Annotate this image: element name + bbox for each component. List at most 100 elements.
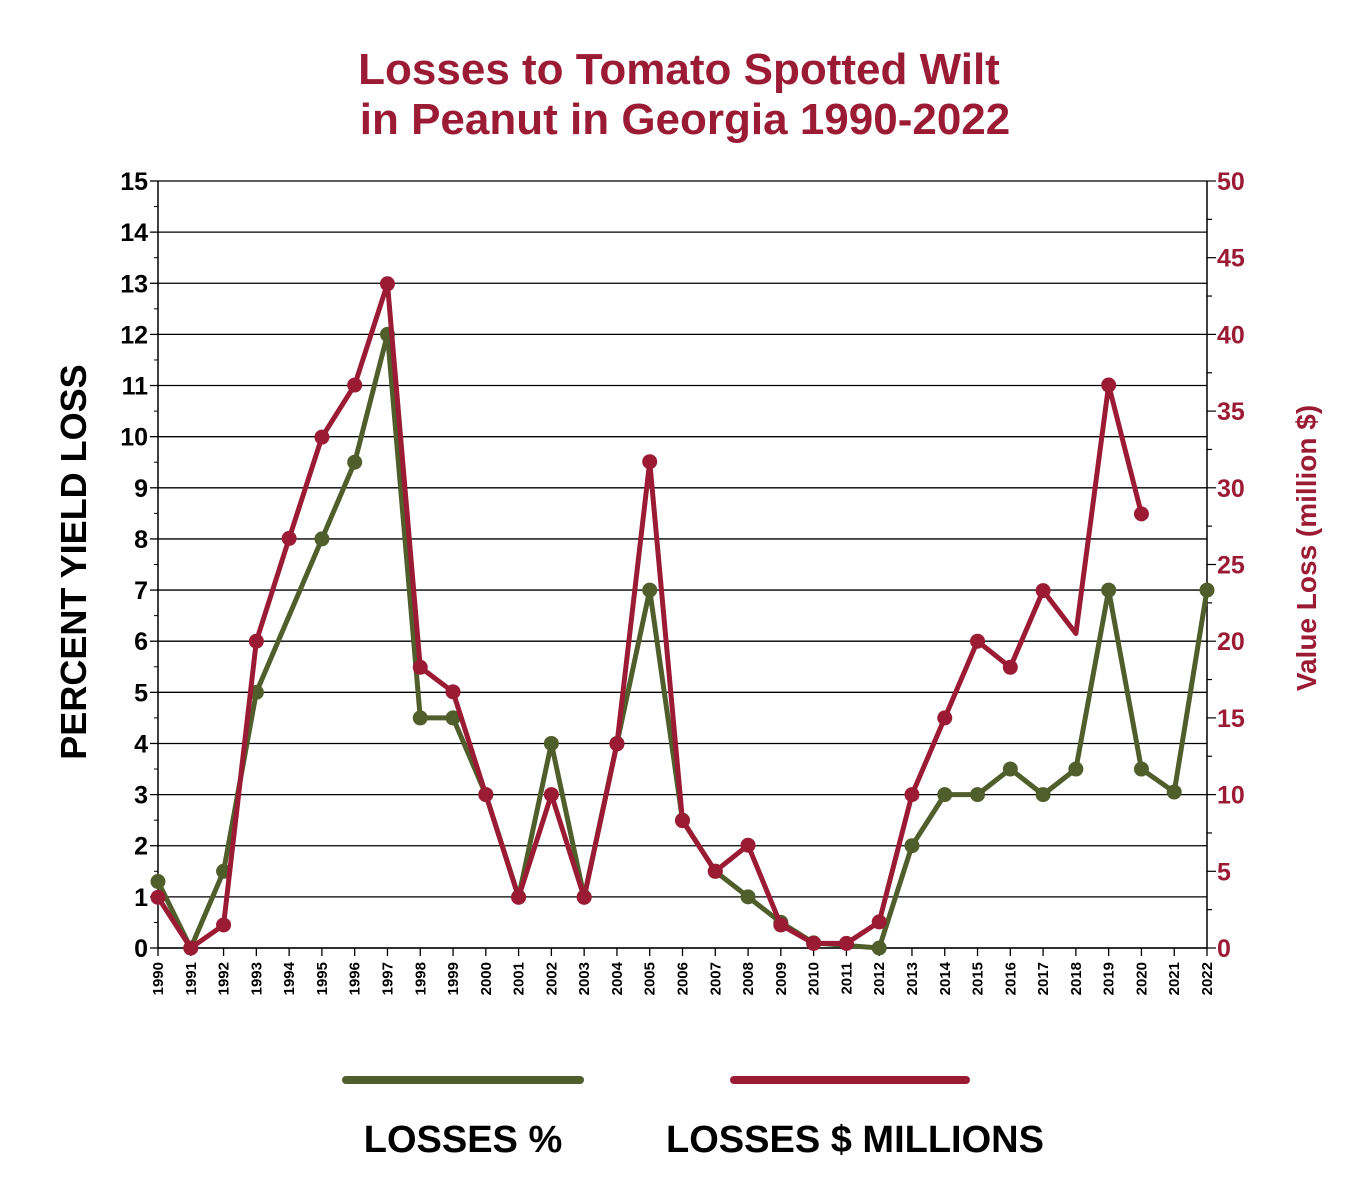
x-tick-label: 2002 — [543, 962, 560, 995]
x-tick-label: 2010 — [806, 962, 823, 995]
x-tick-label: 2021 — [1166, 962, 1183, 995]
y-left-tick-label: 9 — [134, 475, 148, 503]
data-point-losses-percent — [412, 710, 428, 726]
legend-label-losses-percent: LOSSES % — [364, 1119, 563, 1161]
y-right-tick-label: 40 — [1217, 321, 1245, 349]
data-point-losses-millions — [1133, 506, 1149, 522]
data-point-losses-percent — [543, 735, 559, 751]
series-losses-millions — [150, 276, 1149, 956]
data-point-losses-millions — [511, 889, 527, 905]
data-point-losses-millions — [183, 940, 199, 956]
data-point-losses-millions — [347, 377, 363, 393]
data-point-losses-percent — [1133, 761, 1149, 777]
x-tick-label: 1997 — [379, 962, 396, 995]
x-tick-label: 2007 — [707, 962, 724, 995]
x-tick-label: 2013 — [904, 962, 921, 995]
y-left-tick-label: 13 — [120, 270, 148, 298]
x-tick-label: 1994 — [281, 961, 298, 995]
data-point-losses-millions — [412, 659, 428, 675]
y-right-tick-label: 25 — [1217, 552, 1245, 580]
data-point-losses-percent — [1199, 582, 1215, 598]
data-point-losses-millions — [478, 787, 494, 803]
data-point-losses-percent — [904, 838, 920, 854]
y-left-tick-label: 1 — [134, 884, 148, 912]
data-point-losses-percent — [1002, 761, 1018, 777]
data-point-losses-millions — [379, 276, 395, 292]
data-point-losses-millions — [1035, 583, 1051, 599]
x-tick-label: 1996 — [347, 962, 364, 995]
data-point-losses-percent — [1166, 784, 1182, 800]
data-point-losses-percent — [970, 787, 986, 803]
y-right-tick-label: 10 — [1217, 782, 1245, 810]
x-tick-label: 2020 — [1133, 962, 1150, 995]
series-line-losses-millions — [155, 281, 1144, 951]
x-tick-labels: 1990 1991 1992 1993 1994 1995 1996 1997 1998 1999… — [150, 961, 1216, 995]
x-tick-label: 1992 — [216, 962, 233, 995]
y-left-tick-label: 15 — [120, 168, 148, 196]
x-tick-label: 2016 — [1002, 962, 1019, 995]
y-right-tick-label: 50 — [1217, 168, 1245, 196]
y-left-tick-label: 5 — [134, 679, 148, 707]
legend: LOSSES % LOSSES $ MILLIONS — [342, 1076, 1044, 1161]
data-point-losses-millions — [675, 813, 690, 829]
x-tick-label: 2017 — [1035, 962, 1052, 995]
y-right-tick-label: 30 — [1217, 475, 1245, 503]
data-point-losses-millions — [1101, 377, 1117, 393]
x-tick-label: 2014 — [937, 961, 954, 995]
x-tick-label: 2000 — [478, 962, 495, 995]
y-left-tick-label: 4 — [134, 730, 148, 758]
x-tick-label: 2022 — [1199, 962, 1216, 995]
data-point-losses-millions — [904, 787, 920, 803]
y-right-tick-label: 0 — [1217, 935, 1231, 963]
data-point-losses-millions — [576, 889, 592, 905]
y-left-tick-label: 11 — [122, 373, 149, 401]
axes — [150, 180, 1216, 956]
data-point-losses-millions — [838, 935, 854, 951]
data-point-losses-millions — [642, 454, 658, 470]
y-left-tick-label: 7 — [134, 577, 148, 605]
data-point-losses-millions — [773, 917, 789, 933]
x-tick-label: 2004 — [609, 961, 626, 995]
data-point-losses-millions — [216, 917, 232, 933]
x-tick-label: 2001 — [511, 962, 528, 995]
y-right-tick-label: 35 — [1217, 398, 1245, 426]
data-point-losses-millions — [609, 736, 625, 752]
y-left-tick-label: 10 — [120, 424, 148, 452]
chart-title-line2: in Peanut in Georgia 1990-2022 — [360, 95, 1010, 144]
data-point-losses-percent — [937, 787, 953, 803]
x-tick-label: 2008 — [740, 962, 757, 995]
data-point-losses-millions — [281, 530, 297, 546]
data-point-losses-percent — [347, 454, 363, 470]
data-point-losses-millions — [871, 914, 887, 930]
data-point-losses-percent — [1035, 787, 1051, 803]
data-point-losses-millions — [150, 889, 166, 905]
x-tick-label: 2005 — [642, 962, 659, 995]
x-tick-label: 1990 — [150, 962, 167, 995]
x-tick-label: 1993 — [248, 962, 265, 995]
chart-title-line1: Losses to Tomato Spotted Wilt — [358, 45, 1000, 94]
x-tick-label: 2018 — [1068, 962, 1085, 995]
y-left-tick-label: 0 — [134, 935, 148, 963]
x-tick-label: 2003 — [576, 962, 593, 995]
y-right-axis-label: Value Loss (million $) — [1291, 405, 1322, 691]
data-point-losses-percent — [642, 582, 658, 598]
legend-label-losses-millions: LOSSES $ MILLIONS — [666, 1119, 1044, 1161]
y-right-tick-labels: 0 5 10 15 20 25 30 35 40 45 50 — [1217, 168, 1245, 963]
data-point-losses-percent — [445, 710, 461, 726]
data-point-losses-percent — [1068, 761, 1084, 777]
y-left-tick-label: 2 — [134, 833, 148, 861]
data-point-losses-percent — [740, 889, 756, 905]
y-left-tick-label: 6 — [134, 628, 148, 656]
data-point-losses-percent — [314, 531, 330, 547]
grid-lines — [158, 180, 1207, 949]
y-left-tick-label: 12 — [120, 321, 148, 349]
data-point-losses-millions — [248, 633, 264, 649]
x-tick-label: 2019 — [1101, 962, 1118, 995]
data-point-losses-millions — [314, 429, 330, 445]
data-point-losses-millions — [543, 787, 559, 803]
data-point-losses-millions — [445, 684, 461, 700]
x-tick-label: 2011 — [838, 962, 855, 995]
data-point-losses-percent — [1101, 582, 1117, 598]
